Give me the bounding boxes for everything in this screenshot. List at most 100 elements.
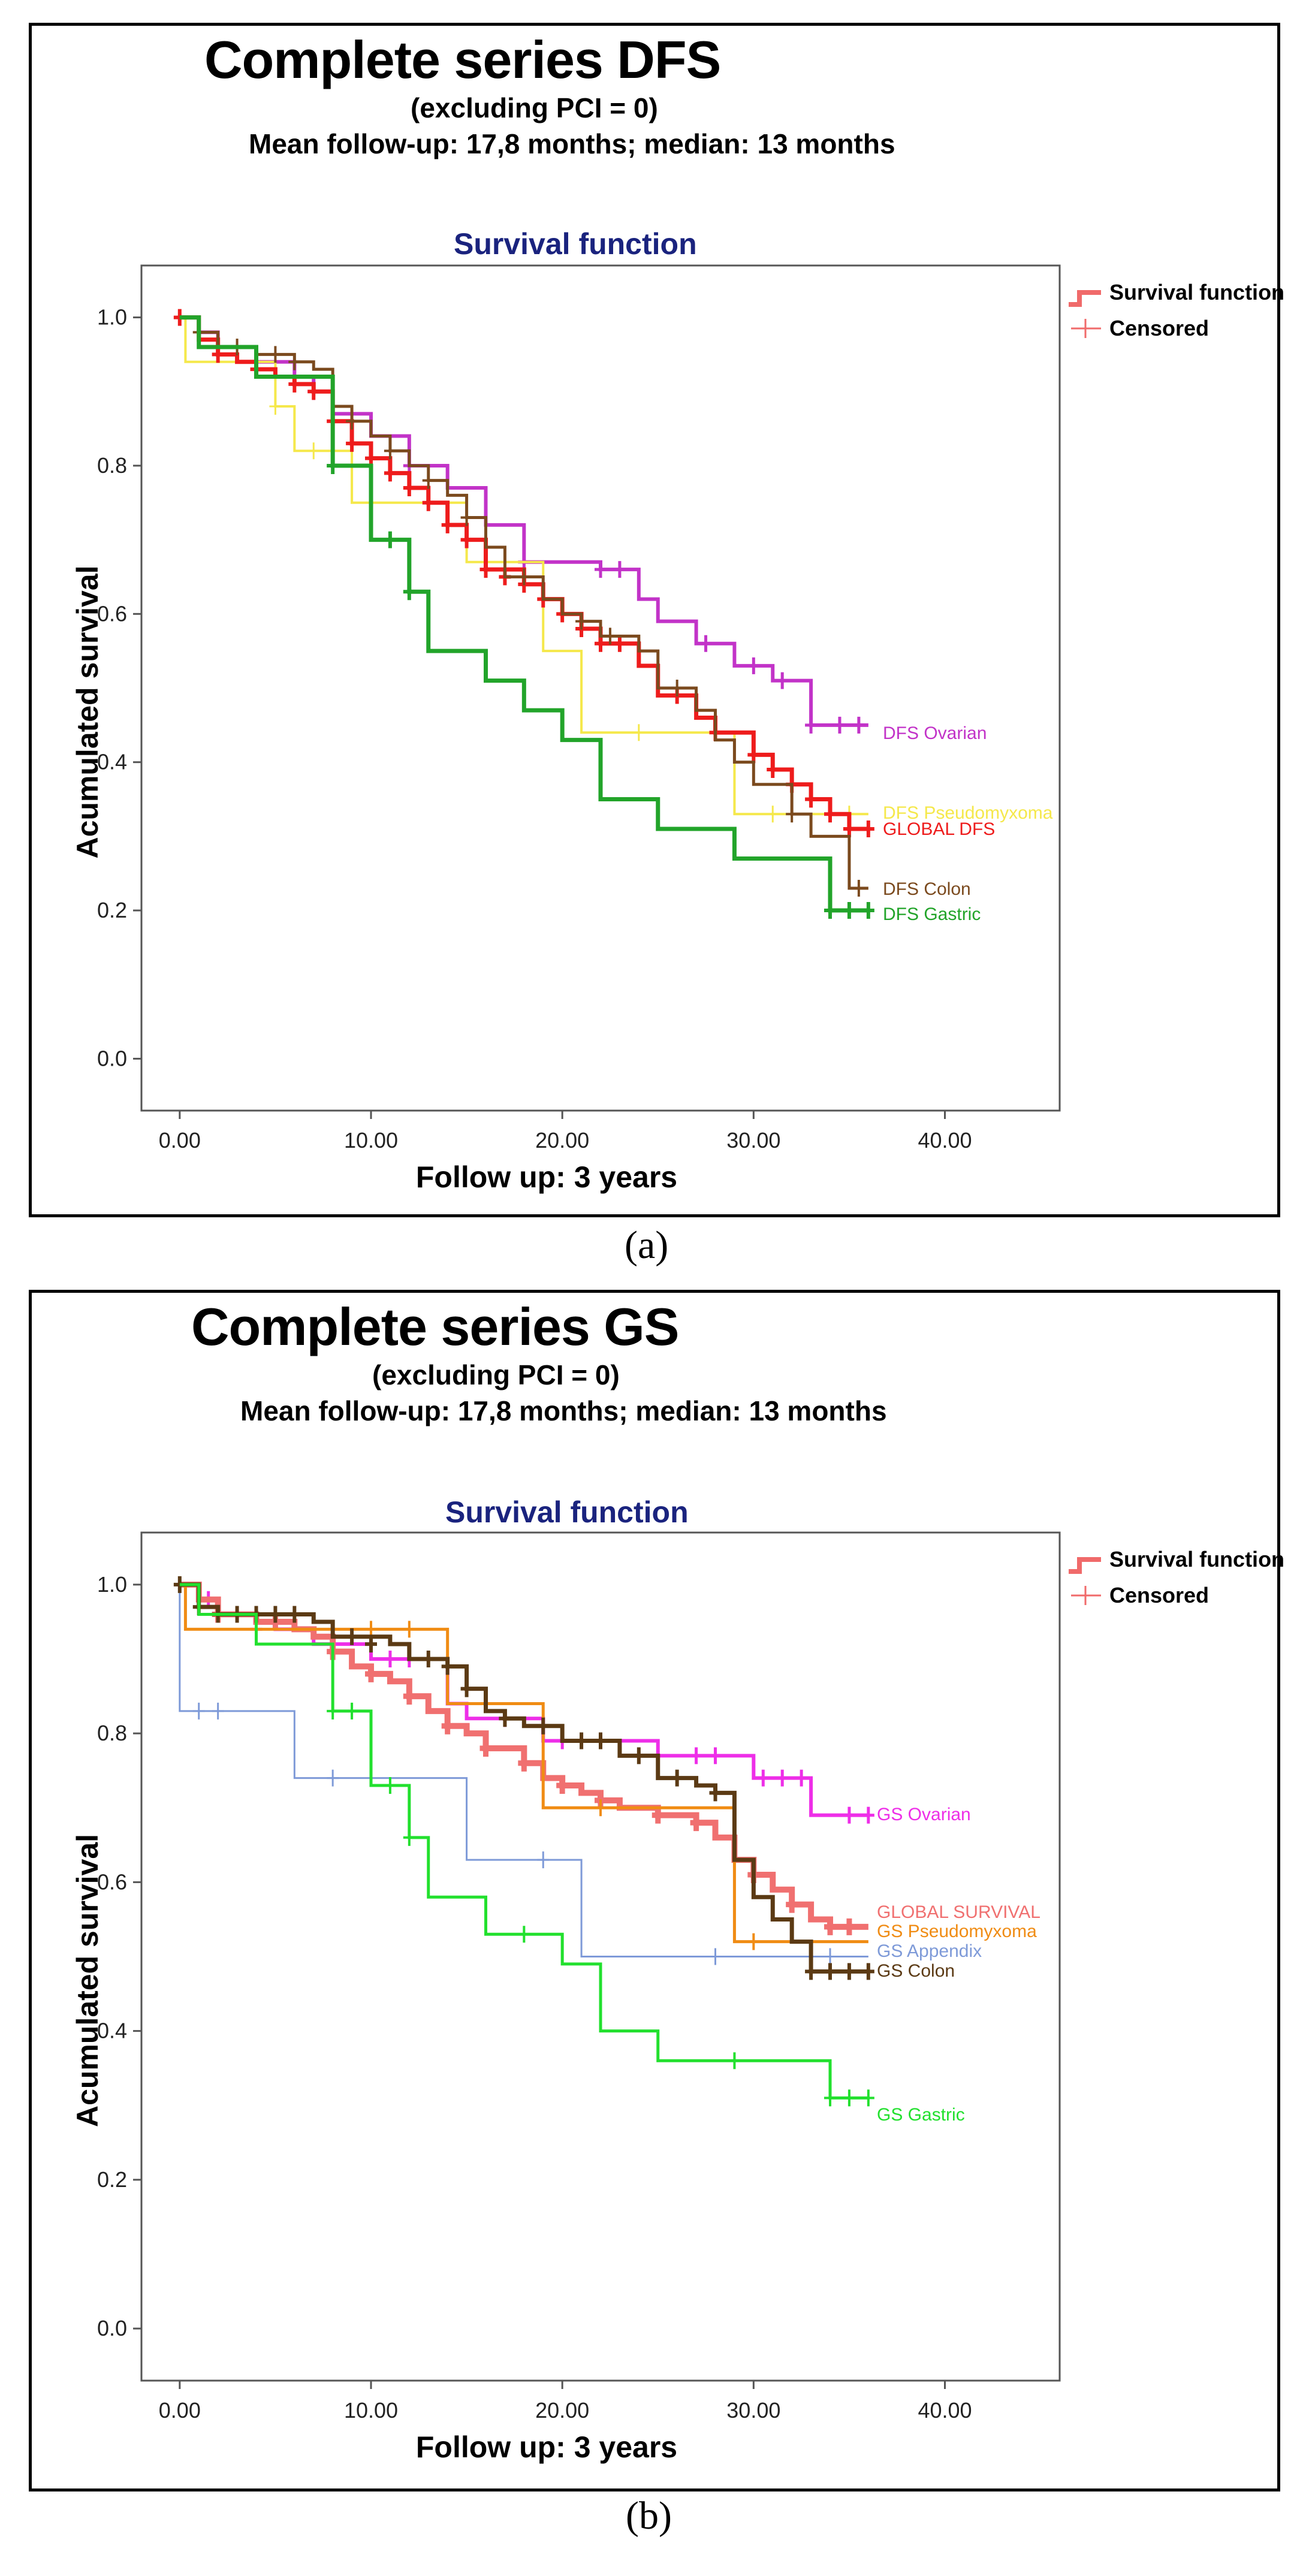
censored-mark [422, 472, 435, 489]
series-gs-colon [173, 1576, 874, 1980]
y-tick-label: 0.0 [97, 2316, 127, 2340]
legend-swatch-censored [1071, 1586, 1101, 1605]
censored-mark [709, 1784, 722, 1802]
x-tick-label: 40.00 [918, 1128, 972, 1153]
censored-mark [422, 1651, 435, 1668]
censored-mark [327, 457, 339, 474]
series-label: DFS Gastric [883, 904, 981, 924]
censored-mark [824, 1948, 836, 1965]
censored-mark [327, 1702, 339, 1720]
survival-plot-b: 0.0 0.2 0.4 0.6 0.8 1.0 0.00 10.00 20.00 30.00 40.… [71, 1531, 1284, 2464]
plot-title: Survival function [445, 1495, 689, 1529]
censored-mark [613, 635, 626, 652]
series-label: GLOBAL SURVIVAL [877, 1902, 1040, 1922]
censored-mark [767, 761, 779, 779]
panel-caption-b: (b) [626, 2494, 672, 2538]
x-tick-label: 20.00 [535, 2398, 589, 2423]
censored-mark [728, 2052, 741, 2070]
censored-mark [843, 902, 855, 919]
censored-mark [384, 464, 396, 482]
censored-mark [403, 1829, 415, 1846]
censored-mark [747, 657, 760, 674]
legend-label: Survival function [1109, 280, 1284, 304]
censored-mark [441, 516, 454, 533]
x-tick-label: 30.00 [726, 2398, 780, 2423]
censored-mark [460, 509, 473, 526]
legend-swatch-censored [1071, 319, 1101, 338]
plot-frame [140, 264, 1061, 1112]
censored-mark [346, 1702, 358, 1720]
censored-mark [403, 1621, 415, 1638]
censored-mark [786, 806, 798, 823]
censored-mark [403, 1688, 415, 1705]
x-axis-label: Follow up: 3 years [416, 1160, 677, 1194]
chart-subtitle-2: Mean follow-up: 17,8 months; median: 13 … [240, 1395, 887, 1426]
plot-title: Survival function [454, 227, 697, 261]
censored-mark [805, 1963, 818, 1980]
censored-mark [365, 1665, 377, 1682]
censored-mark [327, 1769, 339, 1787]
y-axis-label: Acumulated survival [71, 565, 104, 858]
censored-mark [613, 561, 626, 578]
censored-mark [747, 1933, 760, 1950]
survival-line [179, 315, 868, 913]
series-dfs-ovarian [179, 315, 868, 734]
censored-mark [595, 1732, 607, 1749]
censored-mark [441, 1658, 454, 1675]
censored-mark [862, 1806, 874, 1824]
censored-mark [690, 1814, 702, 1832]
censored-mark [479, 1739, 492, 1757]
censored-mark [843, 1963, 855, 1980]
censored-mark [862, 2089, 874, 2107]
chart-title: Complete series DFS [204, 30, 721, 89]
censored-mark [499, 1710, 511, 1727]
censored-mark [346, 1628, 358, 1645]
y-tick-label: 0.8 [97, 1721, 127, 1745]
censored-mark [843, 821, 855, 837]
chart-subtitle-2: Mean follow-up: 17,8 months; median: 13 … [249, 128, 895, 159]
x-tick-label: 10.00 [344, 1128, 398, 1153]
censored-mark [699, 635, 712, 652]
censored-mark [518, 1926, 530, 1943]
censored-mark [288, 1606, 301, 1623]
censored-mark [862, 821, 874, 837]
censored-mark [460, 531, 473, 548]
censored-mark [824, 1918, 836, 1935]
censored-mark [747, 746, 760, 764]
censored-mark [575, 613, 588, 630]
censored-mark [307, 383, 320, 400]
censored-mark [824, 806, 836, 823]
censored-mark [852, 716, 865, 734]
legend-swatch-line [1069, 290, 1101, 307]
series-label: GS Appendix [877, 1941, 982, 1961]
censored-mark [288, 353, 301, 370]
censored-mark [604, 628, 616, 645]
series-label: DFS Ovarian [883, 723, 987, 743]
y-tick-label: 0.0 [97, 1046, 127, 1070]
censored-mark [269, 346, 282, 363]
censored-mark [690, 1747, 702, 1764]
survival-line [179, 1582, 868, 1974]
censored-mark [709, 1948, 722, 1965]
censored-mark [805, 716, 818, 734]
x-axis-label: Follow up: 3 years [416, 2430, 677, 2464]
legend-label: Censored [1109, 316, 1209, 340]
censored-mark [346, 435, 358, 452]
censored-mark [862, 1963, 874, 1980]
censored-mark [843, 1806, 855, 1824]
series-gs-appendix [179, 1584, 868, 1965]
censored-mark [632, 724, 645, 741]
censored-mark [346, 412, 358, 430]
censored-mark [441, 1717, 454, 1735]
censored-mark [307, 442, 320, 460]
survival-line [179, 1583, 868, 1944]
y-tick-label: 0.4 [97, 750, 127, 774]
series-label: GLOBAL DFS [883, 819, 995, 839]
y-tick-label: 0.8 [97, 453, 127, 478]
legend: Survival function Censored [1069, 280, 1284, 340]
censored-mark [671, 680, 683, 696]
censored-mark [767, 806, 779, 823]
censored-mark [776, 1769, 789, 1787]
series-gs-gastric [179, 1583, 874, 2107]
chart-subtitle: (excluding PCI = 0) [372, 1359, 620, 1390]
